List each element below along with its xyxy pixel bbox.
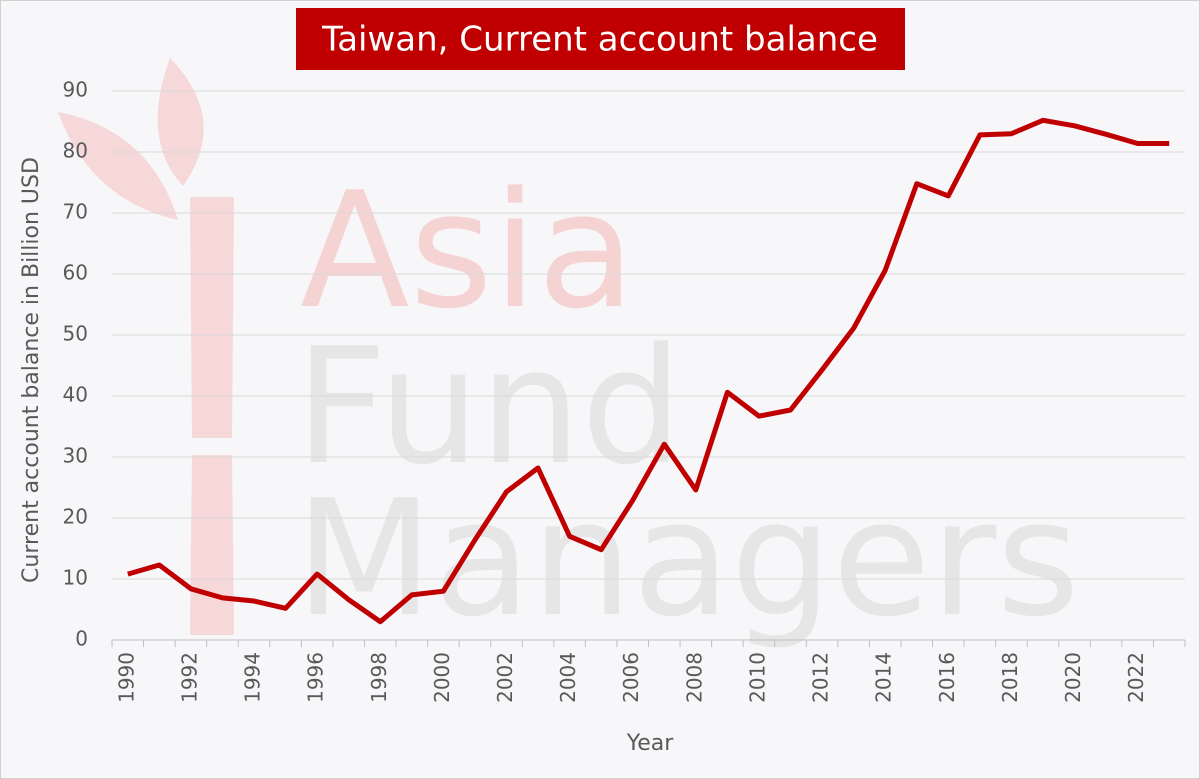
x-tick-label: 2014: [872, 652, 896, 703]
y-tick-label: 70: [63, 200, 88, 224]
x-axis-label: Year: [626, 731, 675, 756]
y-axis-label: Current account balance in Billion USD: [19, 157, 44, 583]
x-tick-label: 1992: [177, 652, 201, 703]
y-tick-label: 0: [75, 627, 88, 651]
x-tick-label: 2022: [1124, 652, 1148, 703]
y-tick-label: 80: [63, 139, 88, 163]
x-tick-label: 2012: [809, 652, 833, 703]
x-tick-label: 1998: [367, 652, 391, 703]
x-tick-label: 2004: [556, 652, 580, 703]
logo-leaf: [157, 58, 204, 186]
x-tick-label: 1996: [304, 652, 328, 703]
y-tick-label: 50: [63, 322, 88, 346]
x-tick-label: 2020: [1061, 652, 1085, 703]
title-box: [296, 8, 905, 70]
y-tick-label: 30: [63, 444, 88, 468]
y-tick-label: 20: [63, 505, 88, 529]
watermark: Managers: [295, 465, 1080, 652]
data-line: [127, 117, 1170, 625]
x-tick-label: 1990: [114, 652, 138, 703]
x-tick-label: 2002: [493, 652, 517, 703]
x-tick-label: 2016: [935, 652, 959, 703]
y-tick-label: 60: [63, 261, 88, 285]
y-tick-label: 10: [63, 566, 88, 590]
x-tick-label: 2000: [430, 652, 454, 703]
y-tick-label: 90: [63, 78, 88, 102]
logo-stem: [190, 197, 234, 438]
logo-leaf: [58, 112, 178, 220]
watermark: Fund: [295, 313, 683, 500]
logo-stem: [190, 455, 234, 635]
x-tick-label: 2010: [745, 652, 769, 703]
x-tick-label: 2006: [619, 652, 643, 703]
chart-title: Taiwan, Current account balance: [321, 20, 878, 60]
x-tick-label: 2008: [682, 652, 706, 703]
watermark: Asia: [300, 157, 635, 344]
x-tick-label: 1994: [241, 652, 265, 703]
x-tick-label: 2018: [998, 652, 1022, 703]
y-tick-label: 40: [63, 383, 88, 407]
